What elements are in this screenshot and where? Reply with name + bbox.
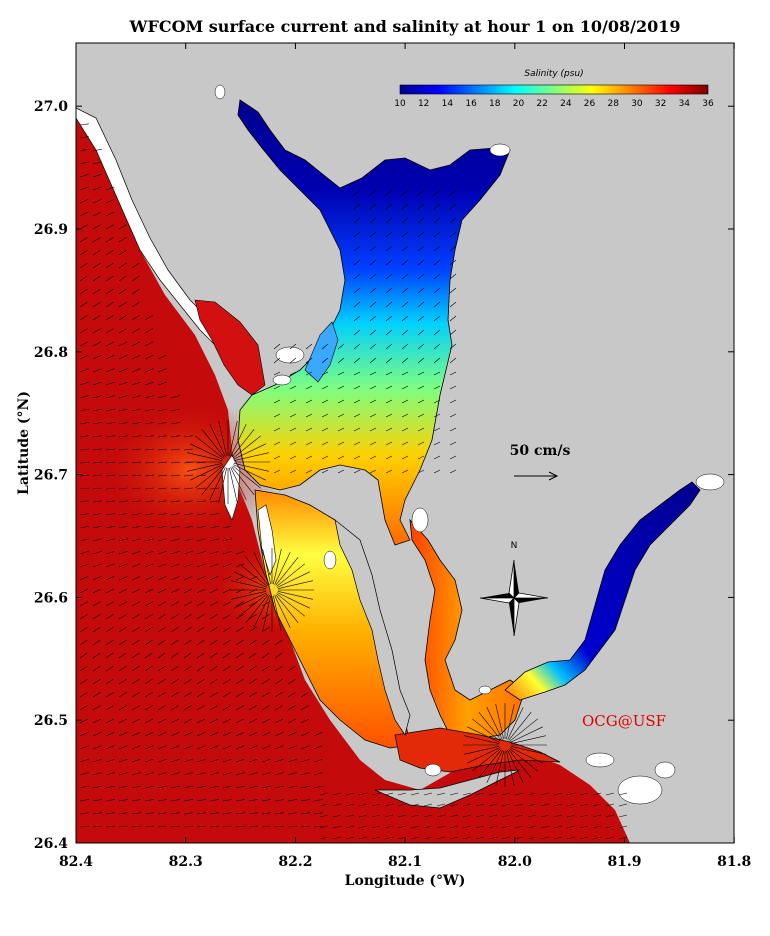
north-label: N [511,541,518,551]
compass-east-point [514,598,548,603]
x-tick-label: 82.2 [278,854,312,870]
y-tick-label: 26.5 [34,713,68,729]
matlacha-pass [409,518,526,741]
x-tick-label: 82.1 [388,854,422,870]
colorbar-tick-label: 32 [655,99,666,109]
colorbar-tick-label: 24 [560,99,572,109]
pine-island [334,519,411,736]
y-tick-label: 26.7 [34,468,68,484]
colorbar-tick-label: 18 [489,99,501,109]
x-tick-label: 81.9 [607,854,641,870]
x-tick-label: 82.4 [59,854,93,870]
x-axis-label: Longitude (°W) [345,873,466,889]
compass-south-point [509,598,514,636]
colorbar-tick-label: 10 [394,99,406,109]
colorbar-ramp [399,84,709,95]
colorbar-tick-label: 26 [584,99,596,109]
current-vectors [79,123,628,840]
credit-label: OCG@USF [582,712,666,730]
charlotte-harbor [237,99,511,546]
caloosahatchee-river [504,481,701,701]
x-tick-label: 82.0 [498,854,532,870]
current-vector-field [79,123,628,840]
colorbar-tick-label: 30 [631,99,643,109]
cayo-costa [257,504,277,576]
colorbar-tick-label: 22 [536,99,547,109]
y-tick-label: 26.9 [34,222,68,238]
colorbar-tick-label: 16 [465,99,477,109]
compass-west-point-light [479,597,515,604]
scale-arrow-label: 50 cm/s [510,443,571,459]
scale-arrow-head [548,471,559,481]
scale-arrow: 50 cm/s [510,443,571,481]
y-tick-label: 26.6 [34,590,68,606]
colorbar-tick-label: 12 [418,99,429,109]
plot-area [76,43,734,843]
san-carlos-bay [394,727,561,773]
y-axis-label: Latitude (°N) [16,391,32,495]
compass-north-point [514,560,519,598]
colorbar-tick-label: 36 [702,99,714,109]
colorbar: Salinity (psu) 10 12 14 16 18 20 22 24 26 28 30 32 3… [394,69,714,109]
colorbar-tick-label: 14 [442,99,454,109]
compass-east-point-light [513,592,549,599]
colorbar-ticks: 10 12 14 16 18 20 22 24 26 28 30 32 34 36 [394,99,714,109]
colorbar-title: Salinity (psu) [524,69,583,79]
x-tick-label: 82.3 [169,854,203,870]
colorbar-tick-label: 34 [679,99,691,109]
x-axis-ticks: 82.4 82.3 82.2 82.1 82.0 81.9 81.8 [59,43,751,870]
y-tick-label: 26.8 [34,345,68,361]
sanibel-island [374,769,521,809]
y-tick-label: 26.4 [34,836,68,852]
compass-west-point [480,593,514,598]
colorbar-tick-label: 20 [513,99,525,109]
y-axis-ticks: 27.0 26.9 26.8 26.7 26.6 26.5 26.4 [34,99,734,852]
x-tick-label: 81.8 [717,854,751,870]
map-title: WFCOM surface current and salinity at ho… [129,17,681,36]
mangrove-islands [214,84,725,805]
myakka-river [304,321,339,383]
y-tick-label: 27.0 [34,99,68,115]
north-compass: N [479,541,549,637]
gulf-of-mexico-water [76,118,630,843]
colorbar-tick-label: 28 [608,99,620,109]
